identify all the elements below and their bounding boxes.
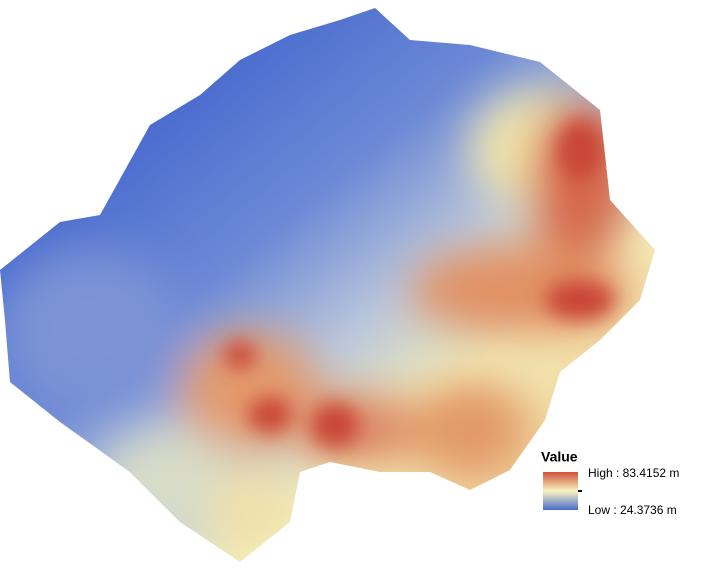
legend-high: High : 83.4152 m <box>588 466 679 480</box>
legend-low: Low : 24.3736 m <box>588 503 677 517</box>
legend-title: Value <box>541 449 578 465</box>
legend-ramp <box>543 472 578 510</box>
